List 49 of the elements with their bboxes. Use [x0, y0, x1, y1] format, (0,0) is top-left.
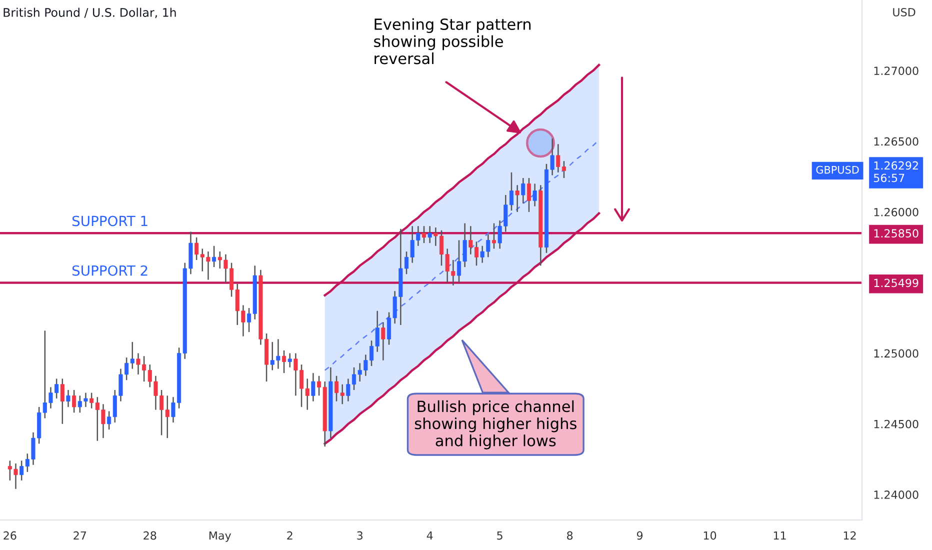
candlestick [428, 225, 432, 244]
y-tick-label: 1.24500 [874, 420, 918, 428]
candlestick [72, 389, 76, 414]
candlestick [90, 392, 94, 409]
x-tick-label: 26 [4, 531, 16, 540]
x-tick-label: May [209, 531, 232, 542]
y-tick-label: 1.25850 [874, 229, 918, 238]
x-tick-label: 4 [426, 531, 433, 540]
candlestick [60, 378, 64, 425]
candlestick [165, 395, 170, 439]
x-tick-label: 9 [636, 531, 643, 540]
y-tick-label: 1.25000 [874, 349, 918, 358]
candlestick [381, 322, 386, 361]
annotation: GBPUSD [816, 166, 859, 174]
candlestick [66, 389, 70, 408]
x-tick-label: 28 [144, 531, 156, 540]
x-tick-label: 3 [357, 531, 362, 540]
y-tick-label: 1.25499 [874, 278, 918, 288]
y-tick-label: 1.26292 56:57 [874, 161, 918, 182]
candlestick [515, 184, 520, 213]
candlestick [107, 410, 112, 430]
x-tick-label: 2 [287, 531, 292, 540]
x-tick-label: 27 [74, 531, 86, 540]
candlestick [20, 460, 24, 482]
candlestick [282, 350, 286, 374]
y-axis-title: USD [893, 8, 916, 16]
candlestick [288, 352, 292, 368]
candlestick [526, 177, 531, 213]
candlestick [521, 177, 526, 204]
candlestick [130, 341, 134, 370]
text: British Pound / U.S. Dollar, 1h [4, 8, 176, 18]
ref-line-label: SUPPORT 1 [72, 216, 148, 226]
x-tick-label: 10 [704, 531, 716, 540]
x-tick-label: 12 [844, 531, 856, 540]
annotation: Evening Star pattern showing possible reversal [374, 18, 531, 64]
candlestick [212, 245, 216, 268]
x-tick-label: 11 [774, 531, 786, 540]
y-tick-label: 1.24000 [874, 490, 918, 499]
y-tick-label: 1.26000 [874, 208, 918, 216]
candlestick [311, 372, 316, 402]
x-tick-label: 5 [497, 531, 502, 540]
annotation: Bullish price channel showing higher highs and higher lows [414, 400, 576, 450]
ref-line-label: SUPPORT 2 [72, 265, 148, 276]
y-tick-label: 1.26500 [874, 137, 918, 146]
candlestick [532, 183, 537, 207]
candlestick [492, 222, 496, 250]
x-tick-label: 8 [567, 531, 573, 540]
candlestick [422, 225, 426, 244]
y-tick-label: 1.27000 [874, 66, 918, 76]
